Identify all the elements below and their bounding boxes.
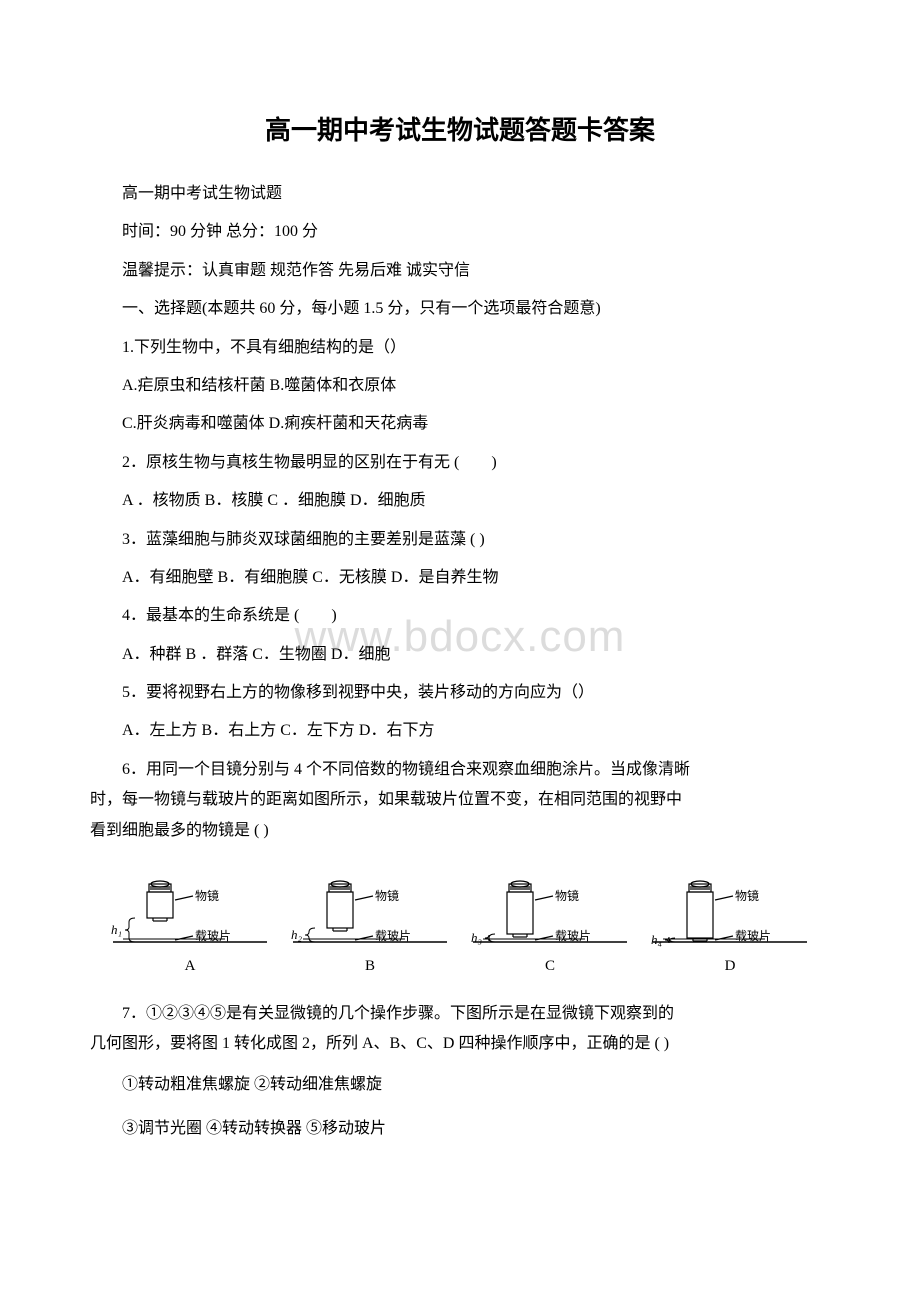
diagram-letter: B <box>365 958 375 975</box>
section-header: 一、选择题(本题共 60 分，每小题 1.5 分，只有一个选项最符合题意) <box>90 290 830 328</box>
svg-text:h₂: h₂ <box>291 927 303 942</box>
q1-stem: 1.下列生物中，不具有细胞结构的是（） <box>90 329 830 367</box>
diagram-letter: C <box>545 958 555 975</box>
microscope-diagram-icon: h₁ 物镜载玻片 <box>105 864 275 954</box>
q7-sub2: ③调节光圈 ④转动转换器 ⑤移动玻片 <box>90 1110 830 1148</box>
svg-text:物镜: 物镜 <box>375 888 399 903</box>
svg-text:物镜: 物镜 <box>195 888 219 903</box>
svg-text:载玻片: 载玻片 <box>375 929 411 943</box>
q7-line1: 7．①②③④⑤是有关显微镜的几个操作步骤。下图所示是在显微镜下观察到的 <box>90 999 830 1029</box>
q4-stem: 4．最基本的生命系统是 ( ) <box>90 597 830 635</box>
document-content: 高一期中考试生物试题答题卡答案 高一期中考试生物试题 时间：90 分钟 总分：1… <box>90 110 830 1149</box>
q6-line3: 看到细胞最多的物镜是 ( ) <box>90 816 830 846</box>
microscope-diagram-icon: h₄ 物镜载玻片 <box>645 864 815 954</box>
svg-text:载玻片: 载玻片 <box>555 929 591 943</box>
diagram-letter: A <box>185 958 196 975</box>
svg-text:h₃: h₃ <box>471 930 482 945</box>
diagram-row: h₁ 物镜载玻片 Ah₂ 物镜载玻片 Bh₃ 物镜载玻片 Ch₄ 物镜载玻片 D <box>90 864 830 975</box>
svg-text:物镜: 物镜 <box>735 888 759 903</box>
svg-text:载玻片: 载玻片 <box>195 929 231 943</box>
subtitle-line: 高一期中考试生物试题 <box>90 175 830 213</box>
diagram-item: h₂ 物镜载玻片 B <box>285 864 455 975</box>
tip-line: 温馨提示：认真审题 规范作答 先易后难 诚实守信 <box>90 252 830 290</box>
svg-text:h₄: h₄ <box>651 932 663 947</box>
q6-line1: 6．用同一个目镜分别与 4 个不同倍数的物镜组合来观察血细胞涂片。当成像清晰 <box>90 755 830 785</box>
q1-options-2: C.肝炎病毒和噬菌体 D.痢疾杆菌和天花病毒 <box>90 405 830 443</box>
time-score-line: 时间：90 分钟 总分：100 分 <box>90 213 830 251</box>
q2-stem: 2．原核生物与真核生物最明显的区别在于有无 ( ) <box>90 444 830 482</box>
q5-options: A．左上方 B．右上方 C．左下方 D．右下方 <box>90 712 830 750</box>
q6-line2: 时，每一物镜与载玻片的距离如图所示，如果载玻片位置不变，在相同范围的视野中 <box>90 785 830 815</box>
microscope-diagram-icon: h₂ 物镜载玻片 <box>285 864 455 954</box>
q3-stem: 3．蓝藻细胞与肺炎双球菌细胞的主要差别是蓝藻 ( ) <box>90 521 830 559</box>
q7-line2: 几何图形，要将图 1 转化成图 2，所列 A、B、C、D 四种操作顺序中，正确的… <box>90 1029 830 1059</box>
q2-options: A ．核物质 B．核膜 C ．细胞膜 D．细胞质 <box>90 482 830 520</box>
diagram-item: h₁ 物镜载玻片 A <box>105 864 275 975</box>
microscope-diagram-icon: h₃ 物镜载玻片 <box>465 864 635 954</box>
q1-options-1: A.疟原虫和结核杆菌 B.噬菌体和衣原体 <box>90 367 830 405</box>
q3-options: A．有细胞壁 B．有细胞膜 C．无核膜 D．是自养生物 <box>90 559 830 597</box>
q4-options: A．种群 B ．群落 C．生物圈 D．细胞 <box>90 636 830 674</box>
page-title: 高一期中考试生物试题答题卡答案 <box>90 110 830 147</box>
q7-sub1: ①转动粗准焦螺旋 ②转动细准焦螺旋 <box>90 1066 830 1104</box>
svg-text:h₁: h₁ <box>111 922 122 937</box>
diagram-letter: D <box>725 958 736 975</box>
q5-stem: 5．要将视野右上方的物像移到视野中央，装片移动的方向应为（） <box>90 674 830 712</box>
svg-text:物镜: 物镜 <box>555 888 579 903</box>
diagram-item: h₃ 物镜载玻片 C <box>465 864 635 975</box>
svg-text:载玻片: 载玻片 <box>735 929 771 943</box>
diagram-item: h₄ 物镜载玻片 D <box>645 864 815 975</box>
